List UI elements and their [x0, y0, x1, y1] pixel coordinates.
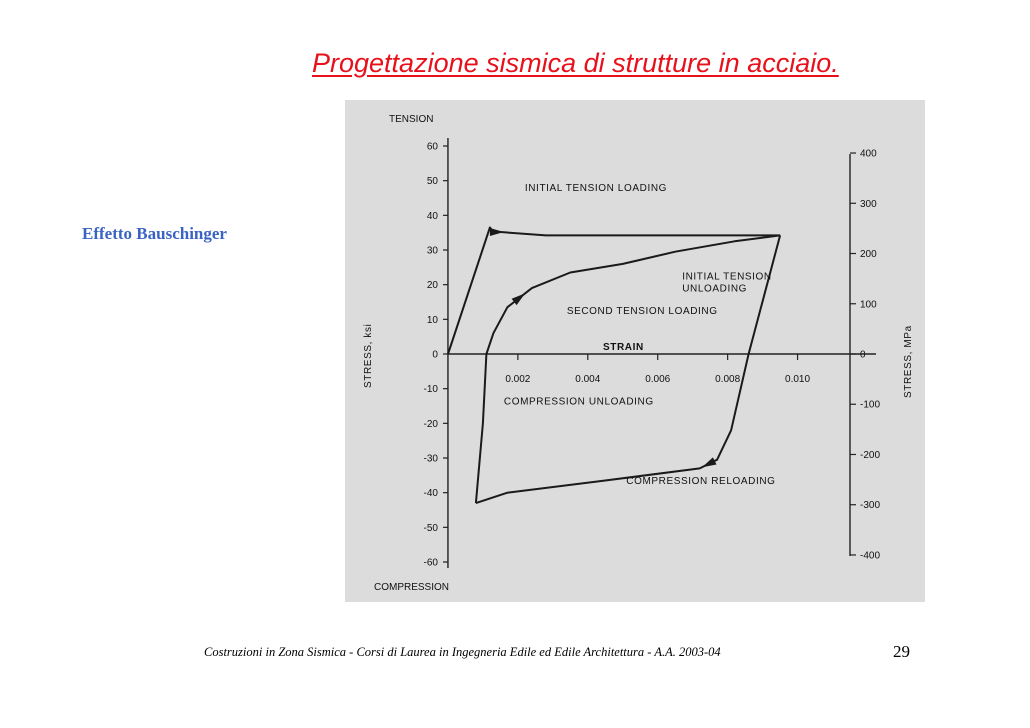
y-tick-label: -10 — [423, 384, 438, 395]
y2-tick-label: 300 — [860, 199, 877, 210]
side-label: Effetto Bauschinger — [82, 224, 227, 243]
x-tick-label: 0.010 — [785, 374, 810, 385]
y-axis-label: STRESS, ksi — [363, 324, 374, 388]
y2-tick-label: 200 — [860, 249, 877, 260]
slide-title: Progettazione sismica di strutture in ac… — [312, 48, 839, 78]
y2-tick-label: 400 — [860, 149, 877, 160]
direction-arrow-2 — [702, 457, 717, 468]
y2-tick-label: -400 — [860, 550, 880, 561]
y-tick-label: 10 — [427, 315, 439, 326]
y-tick-label: 50 — [427, 176, 439, 187]
y2-tick-label: -300 — [860, 500, 880, 511]
y2-tick-label: -200 — [860, 450, 880, 461]
curve-annotation-2: INITIAL TENSION — [682, 271, 772, 282]
x-tick-label: 0.002 — [505, 374, 530, 385]
curve-annotation-3: UNLOADING — [682, 284, 747, 295]
page-number: 29 — [893, 642, 910, 661]
y-tick-label: 60 — [427, 142, 439, 153]
curve-annotation-1: INITIAL TENSION LOADING — [525, 183, 667, 194]
y-tick-label: 20 — [427, 280, 439, 291]
x-tick-label: 0.006 — [645, 374, 670, 385]
compression-label: COMPRESSION — [374, 582, 449, 593]
y-tick-label: -20 — [423, 419, 438, 430]
direction-arrow-1 — [489, 228, 504, 236]
tension-label: TENSION — [389, 114, 433, 125]
y-tick-label: 40 — [427, 211, 439, 222]
footer: Costruzioni in Zona Sismica - Corsi di L… — [204, 645, 721, 659]
curve-annotation-5: COMPRESSION UNLOADING — [504, 396, 654, 407]
y-tick-label: -30 — [423, 454, 438, 465]
curve-annotation-6: COMPRESSION RELOADING — [626, 476, 775, 487]
y2-tick-label: -100 — [860, 400, 880, 411]
curve-segment-3 — [474, 234, 781, 504]
y-tick-label: 30 — [427, 246, 439, 257]
y2-tick-label: 100 — [860, 299, 877, 310]
chart-svg: TENSION COMPRESSION STRAIN STRESS, ksi S… — [363, 114, 914, 593]
direction-arrow-3 — [511, 293, 526, 306]
y-tick-label: -50 — [423, 523, 438, 534]
curve-annotation-4: SECOND TENSION LOADING — [567, 306, 718, 317]
y2-axis-label: STRESS, MPa — [903, 325, 914, 398]
y-tick-label: -40 — [423, 488, 438, 499]
x-tick-label: 0.008 — [715, 374, 740, 385]
y2-tick-label: 0 — [860, 350, 866, 361]
hysteresis-chart: TENSION COMPRESSION STRAIN STRESS, ksi S… — [345, 100, 925, 602]
x-axis-label: STRAIN — [603, 342, 644, 353]
y-tick-label: 0 — [432, 350, 438, 361]
x-tick-label: 0.004 — [575, 374, 600, 385]
y-tick-label: -60 — [423, 558, 438, 569]
